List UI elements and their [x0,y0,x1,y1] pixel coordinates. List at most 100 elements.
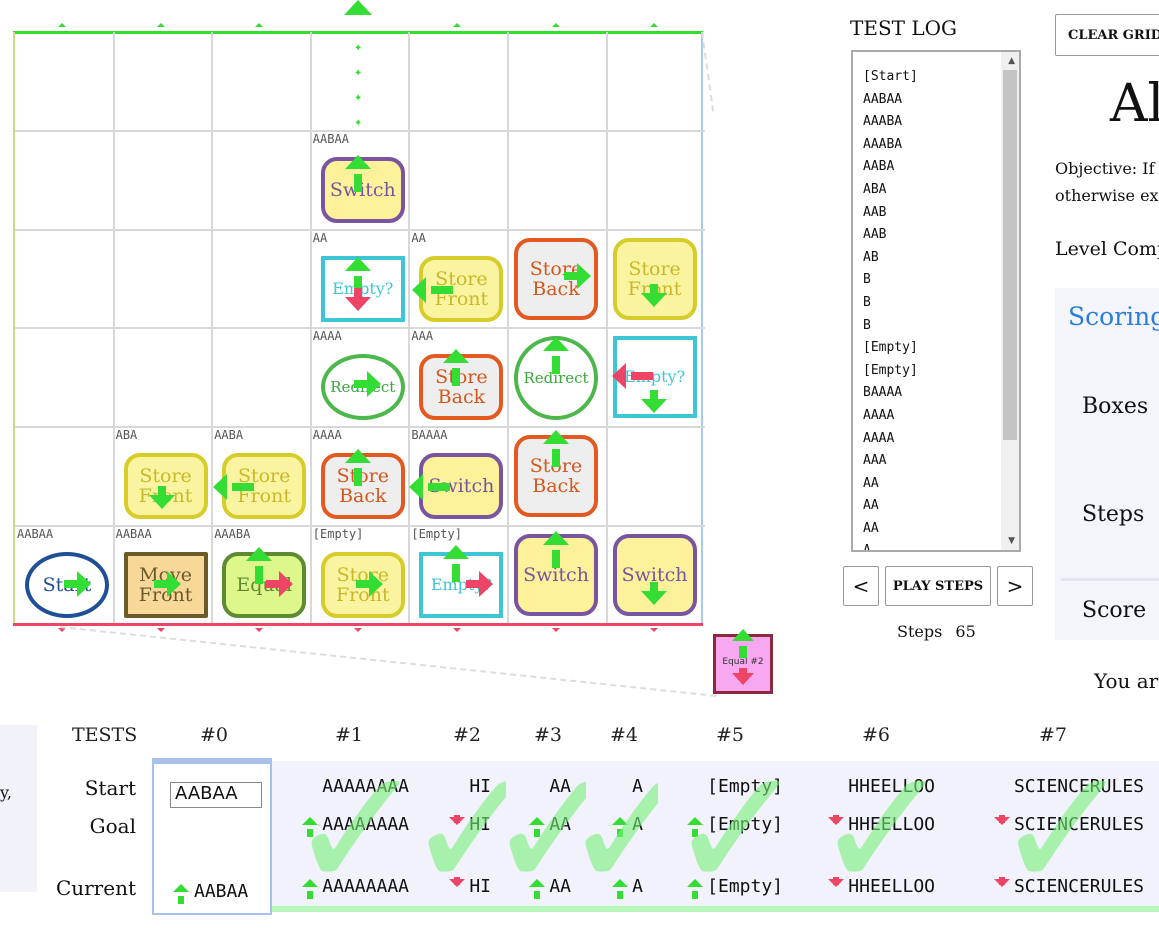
switch-node[interactable]: Switch [514,534,598,616]
grid-cell[interactable]: Switch [508,526,606,624]
accept-arrow-icon [302,879,319,887]
arrow-stem [428,483,450,491]
grid-line [15,129,705,132]
grid-line [15,525,705,527]
test-column-header[interactable]: #3 [534,724,563,746]
grid-cell[interactable]: AA Store Front [409,230,507,328]
store-front-node[interactable]: Store Front [419,255,504,322]
test-column[interactable] [798,761,950,909]
accept-arrow-icon [612,879,629,887]
reject-marker-icon [453,628,461,632]
grid-cell[interactable]: AAAARedirect [311,328,409,426]
test-log-title: TEST LOG [850,16,957,40]
test-column[interactable] [658,761,798,909]
store-back-node[interactable]: Store Back [514,237,598,320]
test-current-value: [Empty] [707,876,783,897]
grid-cell[interactable]: [Empty] Store Front [311,526,409,624]
test-column-header[interactable]: #4 [610,724,639,746]
arrow-stem [354,288,362,306]
log-entry: AAABA [863,114,903,130]
grid-cell[interactable]: AABAA Switch [311,131,409,229]
equal-node[interactable]: Equal [222,552,307,618]
switch-node[interactable]: Switch [419,453,504,520]
goal-row-label: Goal [89,814,136,838]
accept-arrow-icon [302,817,319,825]
arrow-stem [617,891,624,899]
cell-tape-label: AAAA [312,329,342,344]
grid-cell[interactable]: AA Empty? [311,230,409,328]
arrow-stem [739,668,747,680]
log-entry: ABA [863,181,887,197]
grid-cell[interactable]: AABAAStart [15,526,113,624]
test-0-input[interactable]: AABAA [170,782,262,808]
equal-node-preview[interactable]: Equal #2 [713,634,773,694]
scroll-down-icon[interactable]: ▼ [1008,536,1015,546]
test-column-header[interactable]: #1 [335,724,364,746]
accept-arrow-icon [687,879,704,887]
clear-grid-button[interactable]: CLEAR GRID [1055,14,1159,56]
start-row-label: Start [84,776,136,800]
test-current-value: HHEELLOO [848,876,935,897]
test-0-column[interactable]: AABAA AABAA [152,758,272,915]
store-back-node[interactable]: Store Back [419,354,504,421]
accept-arrow-icon [732,629,754,641]
arrow-stem [307,829,314,837]
test-column[interactable] [272,761,424,909]
accept-arrow-icon [345,155,371,169]
prev-step-button[interactable]: < [843,566,879,606]
store-front-node[interactable]: Store Front [320,552,405,618]
test-column-header[interactable]: #6 [862,724,891,746]
grid-cell[interactable]: Store Front [607,230,705,328]
test-goal-value: HHEELLOO [848,814,935,835]
arrow-stem [158,486,166,504]
switch-node[interactable]: Switch [320,156,405,223]
grid-cell[interactable]: Store Back [508,230,606,328]
store-back-node[interactable]: Store Back [514,435,598,518]
test-goal-value: A [632,814,643,835]
grid-cell[interactable]: AAAA Store Back [311,427,409,525]
test-current-value: AA [549,876,571,897]
scroll-up-icon[interactable]: ▲ [1008,56,1015,66]
accept-arrow-icon [213,474,227,500]
test-column[interactable] [506,761,586,909]
accept-arrow-icon [246,547,272,561]
log-entry: AAA [863,453,887,469]
log-entry: [Start] [863,69,918,84]
reject-bar [13,623,703,626]
test-column-header[interactable]: #7 [1039,724,1068,746]
arrow-stem [466,580,488,588]
test-log-list[interactable]: [Start] AABAA AAABA AAABA AABA ABA AAB AAB AB B B B… [851,50,1021,552]
next-step-button[interactable]: > [997,566,1033,606]
store-back-node[interactable]: Store Back [320,453,405,520]
arrow-stem [178,896,184,904]
test-column-header[interactable]: #0 [200,724,229,746]
test-column-header[interactable]: #2 [453,724,482,746]
arrow-stem [232,483,254,491]
store-front-node[interactable]: Store Front [612,237,697,320]
grid-cell[interactable]: [Empty] Empty? [409,526,507,624]
play-steps-button[interactable]: PLAY STEPS [885,566,991,606]
test-goal-value: HI [469,814,491,835]
grid-cell[interactable]: Switch [607,526,705,624]
pass-check-icon: ✓ [992,731,1135,929]
cell-tape-label: ABA [115,428,138,443]
log-scrollbar[interactable]: ▲ ▼ [1001,52,1019,550]
test-column-header[interactable]: #5 [716,724,745,746]
arrow-stem [266,580,288,588]
move-front-node[interactable]: Move Front [123,552,208,618]
grid-cell[interactable]: AAA Store Back [409,328,507,426]
test-goal-value: SCIENCERULES [1013,814,1144,835]
arrow-stem [64,580,86,588]
arrow-stem [534,891,541,899]
grid-cell[interactable]: AABAA Move Front [114,526,212,624]
test-column[interactable] [950,761,1159,909]
reject-marker-icon [650,628,658,632]
tests-passed-bar [272,906,1159,912]
log-scroll-thumb[interactable] [1003,70,1017,440]
grid-cell[interactable]: BAAAA Switch [409,427,507,525]
empty-node[interactable]: Empty? [419,552,504,618]
arrow-stem [833,877,840,885]
log-entry: AABA [863,159,895,175]
arrow-stem [552,356,560,374]
